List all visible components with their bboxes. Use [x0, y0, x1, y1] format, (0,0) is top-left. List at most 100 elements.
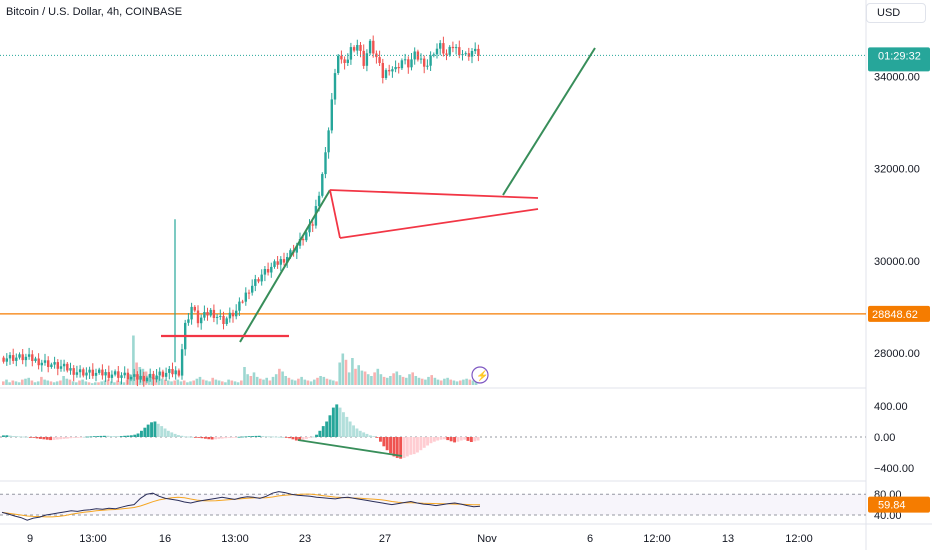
volume-bar — [182, 380, 186, 385]
volume-bar — [90, 383, 94, 385]
candle-body — [212, 309, 216, 318]
volume-bar — [221, 381, 224, 385]
volume-bar — [363, 371, 367, 385]
candle-body — [104, 372, 107, 376]
macd-histogram-bar — [214, 437, 217, 440]
volume-bar — [27, 377, 30, 385]
candle-body — [308, 224, 311, 233]
candle-body — [91, 369, 94, 376]
candle-body — [129, 376, 133, 380]
macd-histogram-bar — [2, 435, 5, 437]
volume-bar — [21, 379, 24, 385]
volume-bar — [167, 380, 170, 385]
volume-bar — [360, 370, 364, 385]
macd-histogram-bar — [318, 430, 322, 437]
candle-body — [270, 266, 273, 273]
candle-body — [24, 356, 28, 361]
macd-histogram-bar — [328, 415, 332, 437]
projection-trendline — [502, 47, 596, 196]
candle-body — [397, 67, 400, 69]
candle-body — [222, 315, 225, 324]
candle-body — [442, 43, 445, 54]
volume-bar — [125, 379, 129, 385]
volume-bar — [319, 376, 322, 385]
macd-histogram-bar — [103, 435, 106, 437]
macd-histogram-bar — [25, 436, 29, 438]
candle-body — [88, 369, 91, 373]
candle-body — [470, 51, 474, 57]
candle-body — [241, 301, 244, 303]
macd-histogram-bar — [133, 434, 137, 437]
candle-body — [372, 40, 375, 54]
candle-body — [352, 47, 356, 51]
volume-bar — [395, 371, 399, 385]
currency-button[interactable]: USD — [866, 3, 926, 23]
volume-bar — [49, 381, 53, 385]
macd-histogram-bar — [439, 437, 443, 440]
macd-histogram-bar — [372, 436, 376, 437]
volume-bar — [148, 374, 151, 385]
macd-histogram-bar — [365, 433, 369, 437]
symbol-title: Bitcoin / U.S. Dollar, 4h, COINBASE — [6, 6, 183, 18]
candle-body — [82, 369, 85, 376]
macd-histogram-bar — [308, 437, 312, 438]
candle-body — [174, 370, 177, 375]
volume-bar — [2, 381, 5, 385]
time-axis-tick: 27 — [379, 533, 391, 545]
macd-histogram-bar — [39, 437, 42, 439]
volume-bar — [116, 380, 119, 385]
volume-bar — [344, 359, 348, 385]
macd-histogram-bar — [79, 437, 83, 438]
volume-bar — [293, 380, 297, 385]
rsi-axis-tick: 40.00 — [874, 510, 902, 522]
macd-histogram-bar — [230, 437, 234, 438]
macd-divergence-line — [297, 439, 403, 457]
volume-bar — [113, 382, 116, 385]
volume-bar — [357, 365, 360, 385]
price-axis-tick: 28000.00 — [874, 348, 920, 360]
macd-histogram-bar — [76, 437, 79, 438]
macd-histogram-bar — [392, 437, 396, 457]
volume-bar — [135, 362, 138, 385]
candle-body — [161, 371, 165, 377]
candle-body — [260, 274, 263, 282]
candle-body — [337, 55, 340, 73]
volume-bar — [151, 376, 154, 385]
candle-body — [403, 59, 407, 61]
macd-histogram-bar — [288, 437, 291, 439]
macd-histogram-bar — [244, 436, 248, 438]
volume-bar — [252, 372, 256, 385]
candle-body — [196, 310, 200, 324]
candle-body — [139, 375, 142, 380]
candle-body — [266, 269, 270, 273]
macd-histogram-bar — [200, 437, 204, 439]
volume-bar — [303, 379, 307, 385]
candle-body — [461, 54, 464, 56]
volume-bar — [347, 372, 351, 385]
macd-histogram-bar — [136, 433, 140, 437]
time-axis-tick: 6 — [587, 533, 593, 545]
candle-body — [365, 53, 369, 66]
volume-bar — [408, 374, 411, 385]
volume-bar — [157, 376, 161, 385]
flagpole-trendline — [239, 189, 331, 343]
volume-bar — [370, 376, 373, 385]
candle-body — [62, 363, 66, 367]
macd-histogram-bar — [476, 437, 480, 441]
time-axis-tick: 12:00 — [643, 533, 671, 545]
macd-histogram-bar — [217, 437, 221, 439]
macd-histogram-bar — [436, 437, 440, 441]
volume-bar — [236, 382, 240, 385]
volume-bar — [43, 379, 46, 385]
macd-histogram-bar — [45, 437, 49, 440]
volume-bar — [274, 374, 278, 385]
macd-histogram-bar — [395, 437, 399, 458]
candle-body — [75, 372, 79, 375]
candle-body — [231, 312, 235, 317]
volume-bar — [325, 378, 329, 385]
macd-histogram-bar — [284, 437, 288, 438]
macd-histogram-bar — [109, 436, 113, 437]
macd-histogram-bar — [42, 437, 46, 440]
candle-body — [474, 48, 477, 52]
